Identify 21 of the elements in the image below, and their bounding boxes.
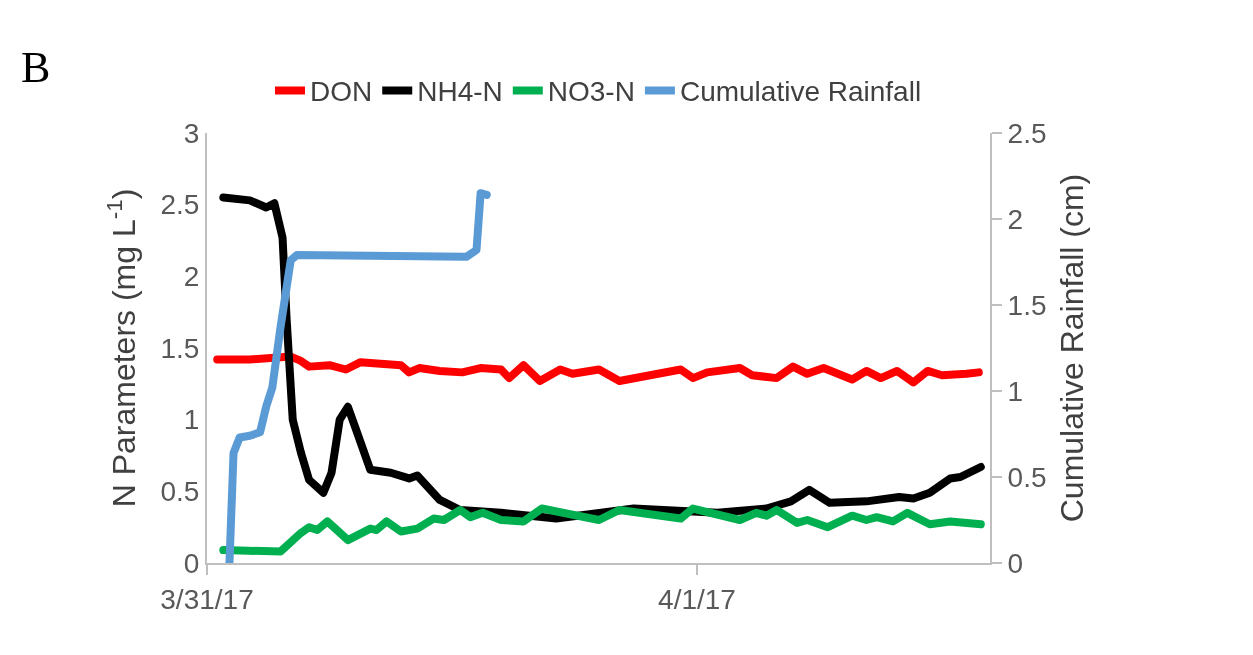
y2-tick-label: 1 (1007, 375, 1024, 407)
x-tick-label: 4/1/17 (658, 583, 736, 615)
y2-tick-label: 2 (1007, 203, 1024, 235)
y2-axis-title: Cumulative Rainfall (cm) (1053, 173, 1090, 523)
y2-tick-label: 0 (1007, 547, 1024, 579)
legend-label: Cumulative Rainfall (679, 76, 922, 108)
y-tick-label: 2 (183, 261, 200, 293)
legend-label: NH4-N (417, 76, 503, 108)
y-tick-label: 3 (183, 117, 200, 149)
x-tick-label: 3/31/17 (160, 583, 254, 615)
legend-label: DON (310, 76, 373, 108)
y-tick-label: 1.5 (160, 332, 200, 364)
y-tick-label: 2.5 (160, 189, 200, 221)
y-tick-label: 1 (183, 404, 200, 436)
y2-tick-label: 2.5 (1007, 117, 1047, 149)
y2-tick-label: 1.5 (1007, 289, 1047, 321)
y-tick-label: 0.5 (160, 476, 200, 508)
y-tick-label: 0 (183, 547, 200, 579)
legend-label: NO3-N (547, 76, 635, 108)
text: B (21, 43, 51, 92)
y2-tick-label: 0.5 (1007, 461, 1047, 493)
